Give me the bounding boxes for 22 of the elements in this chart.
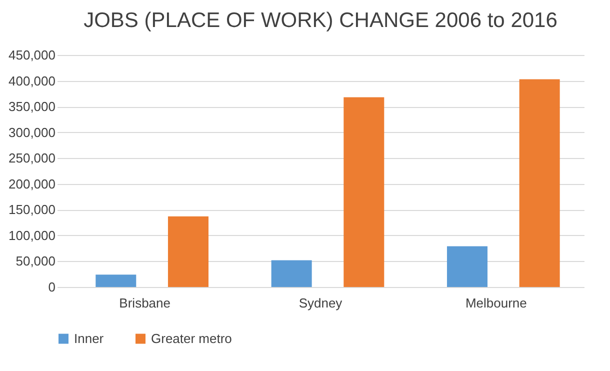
bar (96, 274, 136, 287)
bar (271, 260, 312, 287)
x-tick-label: Sydney (298, 296, 343, 310)
y-tick-label: 200,000 (8, 176, 56, 192)
y-tick-label: 150,000 (8, 202, 56, 218)
y-tick-label: 100,000 (8, 228, 56, 243)
y-tick-label: 350,000 (8, 99, 56, 114)
y-tick-label: 400,000 (8, 73, 56, 88)
bar (519, 79, 560, 287)
chart-title: JOBS (PLACE OF WORK) CHANGE 2006 to 2016 (84, 9, 558, 32)
x-tick-label: Melbourne (465, 296, 527, 310)
y-tick-label: 0 (48, 280, 56, 294)
legend-label: Greater metro (151, 330, 232, 346)
bar (168, 216, 208, 287)
y-tick-label: 250,000 (8, 150, 56, 166)
bar (344, 97, 384, 287)
y-tick-label: 450,000 (8, 48, 56, 62)
legend-label: Inner (74, 330, 104, 346)
x-tick-label: Brisbane (119, 296, 170, 310)
y-tick-label: 300,000 (8, 124, 56, 140)
bar (446, 246, 488, 287)
y-tick-label: 50,000 (16, 254, 56, 269)
